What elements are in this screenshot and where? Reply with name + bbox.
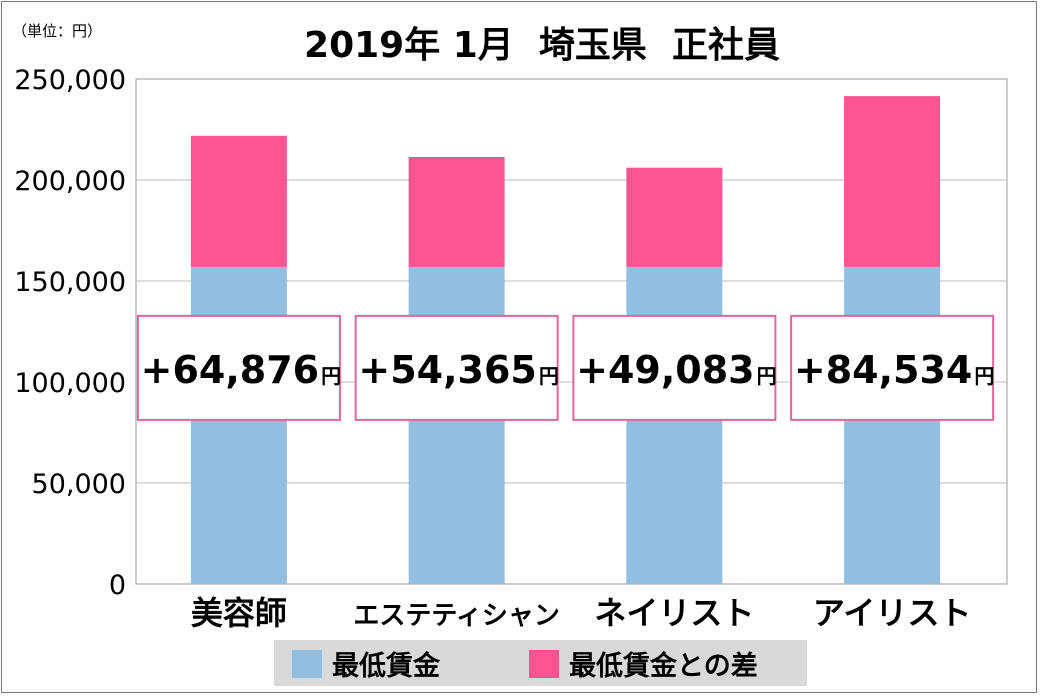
x-category-label: アイリスト [813, 594, 971, 632]
unit-label: （単位：円） [12, 22, 102, 40]
callout-value: +84,534 円 [794, 348, 994, 392]
bar-base-segment [626, 266, 723, 584]
y-axis-tick-labels: 0 50,000 100,000 150,000 200,000 250,000 [14, 65, 126, 601]
bar-difference-segment [844, 96, 941, 267]
callout-number: +54,365 [358, 348, 536, 392]
callout-box [572, 314, 777, 421]
callout-value: +64,876 円 [141, 348, 341, 392]
callout-box [136, 314, 341, 421]
bar-base-segment [844, 266, 941, 584]
callout-box [790, 314, 995, 421]
y-tick-label: 150,000 [14, 267, 126, 298]
x-category-label: ネイリスト [594, 594, 754, 632]
callout-unit: 円 [757, 364, 777, 388]
difference-callout: +49,083 円 [572, 314, 777, 421]
x-category-label: 美容師 [191, 594, 287, 632]
y-tick-label: 50,000 [32, 469, 126, 500]
bar-difference-segment [626, 167, 723, 267]
bar-annotations: +64,876 円 +54,365 円 +49,083 円 +84,534 円 [136, 314, 995, 421]
callout-number: +84,534 [794, 348, 972, 392]
callout-box [354, 314, 559, 421]
legend-label: 最低賃金との差 [569, 650, 758, 682]
y-tick-label: 250,000 [14, 65, 126, 96]
y-tick-label: 100,000 [14, 368, 126, 399]
callout-unit: 円 [539, 364, 559, 388]
callout-value: +54,365 円 [358, 348, 558, 392]
callout-number: +49,083 [576, 348, 754, 392]
legend-swatch [292, 650, 322, 678]
bar-difference-segment [190, 135, 287, 267]
difference-callout: +84,534 円 [790, 314, 995, 421]
legend: 最低賃金 最低賃金との差 [274, 640, 807, 686]
bar-base-segment [408, 266, 505, 584]
y-tick-label: 0 [109, 570, 126, 601]
bar-difference-segment [408, 157, 505, 267]
y-tick-label: 200,000 [14, 166, 126, 197]
difference-callout: +54,365 円 [354, 314, 559, 421]
callout-number: +64,876 [141, 348, 319, 392]
x-category-label: エステティシャン [353, 601, 559, 631]
callout-unit: 円 [974, 364, 994, 388]
x-axis-category-labels: 美容師 エステティシャン ネイリスト アイリスト [191, 594, 971, 632]
chart-title: 2019年 1月 埼玉県 正社員 [304, 25, 780, 66]
legend-label: 最低賃金 [332, 650, 441, 682]
callout-unit: 円 [321, 364, 341, 388]
bar-base-segment [190, 266, 287, 584]
callout-value: +49,083 円 [576, 348, 776, 392]
difference-callout: +64,876 円 [136, 314, 341, 421]
bars [190, 96, 941, 584]
legend-swatch [529, 650, 559, 678]
